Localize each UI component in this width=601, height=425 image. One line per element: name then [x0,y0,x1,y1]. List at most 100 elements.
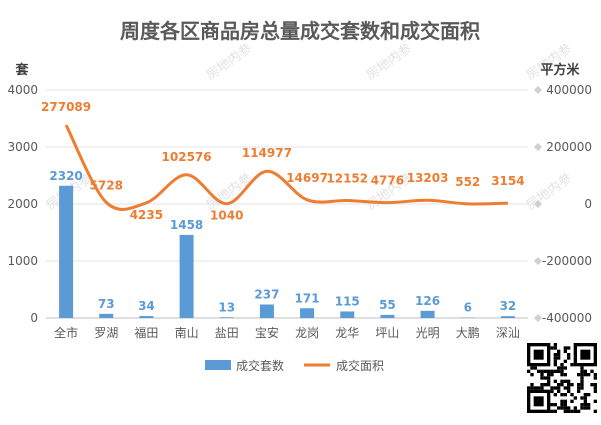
qr-module [594,390,597,393]
watermark-text: 房地内参 [363,40,415,83]
qr-module [550,373,553,376]
line-series [66,125,508,209]
bar [260,304,274,318]
qr-module [530,373,533,376]
bar-value-label: 73 [98,297,115,311]
right-tick-label: 400000 [546,83,592,97]
qr-module [577,383,580,386]
bar-value-label: 55 [379,298,396,312]
qr-module [577,386,580,389]
bar [340,311,354,318]
qr-module [580,386,583,389]
qr-module [564,346,567,349]
qr-module [587,406,590,409]
qr-module [577,373,580,376]
qr-module [527,370,530,373]
qr-module [560,393,563,396]
bar-value-label: 237 [254,287,279,301]
left-tick-label: 1000 [7,254,38,268]
qr-module [554,363,557,366]
watermark-text: 房地内参 [523,170,575,213]
bar [380,315,394,318]
qr-module [570,363,573,366]
left-tick-label: 4000 [7,83,38,97]
qr-module [557,356,560,359]
qr-module [594,400,597,403]
qr-module [567,406,570,409]
qr-module [530,366,533,369]
bar-value-label: 34 [138,299,155,313]
qr-module [587,393,590,396]
qr-finder-core [580,350,590,360]
qr-module [570,383,573,386]
legend-line-label: 成交面积 [336,358,384,373]
qr-module [554,380,557,383]
right-tick-label: 200000 [546,140,592,154]
x-tick-label: 南山 [175,325,199,340]
left-tick-label: 2000 [7,197,38,211]
line-value-label: 12152 [326,172,368,186]
qr-module [564,360,567,363]
bar-value-label: 1458 [170,218,203,232]
right-tick-marker [534,86,542,94]
bar-value-label: 171 [295,291,320,305]
qr-module [550,410,553,413]
qr-module [550,386,553,389]
x-tick-label: 大鹏 [456,326,480,340]
right-tick-marker [534,143,542,151]
line-value-label: 114977 [242,146,292,160]
qr-module [594,376,597,379]
x-tick-label: 坪山 [375,326,399,340]
qr-module [567,356,570,359]
qr-module [587,403,590,406]
qr-module [567,346,570,349]
bar-series [59,186,515,318]
qr-module [550,403,553,406]
right-axis-title: 平方米 [540,62,580,78]
qr-module [590,383,593,386]
qr-module [567,353,570,356]
qr-module [557,390,560,393]
x-tick-label: 罗湖 [94,325,118,340]
qr-module [584,393,587,396]
qr-module [554,346,557,349]
qr-module [560,363,563,366]
right-tick-label: 0 [584,197,592,211]
qr-module [554,353,557,356]
qr-module [554,360,557,363]
qr-module [567,386,570,389]
line-value-label: 3154 [491,174,524,188]
qr-module [570,410,573,413]
qr-module [534,386,537,389]
right-tick-label: -400000 [542,311,592,325]
qr-module [580,403,583,406]
right-tick-label: -200000 [542,254,592,268]
qr-module [564,410,567,413]
qr-module [560,383,563,386]
qr-module [550,346,553,349]
qr-module [560,373,563,376]
qr-module [580,366,583,369]
qr-module [560,366,563,369]
qr-module [540,383,543,386]
qr-module [557,366,560,369]
line-path [66,125,508,209]
qr-module [594,383,597,386]
qr-module [560,370,563,373]
line-value-label: 4235 [130,208,163,222]
qr-module [544,383,547,386]
qr-module [530,383,533,386]
qr-module [584,400,587,403]
bar [501,316,515,318]
qr-module [554,386,557,389]
qr-module [564,386,567,389]
qr-module [584,370,587,373]
qr-module [554,393,557,396]
qr-module [537,386,540,389]
bar [139,316,153,318]
line-value-label: 102576 [162,150,212,164]
line-value-label: 14697 [286,171,328,185]
bar-value-label: 126 [415,294,440,308]
qr-module [550,370,553,373]
qr-module [574,406,577,409]
